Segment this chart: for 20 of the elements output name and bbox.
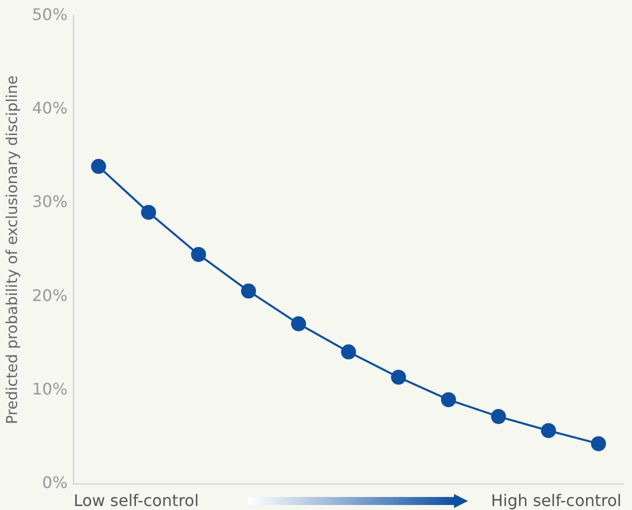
y-tick-label: 40% bbox=[32, 98, 68, 118]
point bbox=[141, 204, 156, 220]
y-tick-label: 50% bbox=[32, 4, 68, 24]
text: Low self-control bbox=[74, 491, 199, 510]
point bbox=[541, 423, 556, 438]
point bbox=[341, 344, 356, 360]
y-tick-label: 10% bbox=[32, 379, 68, 398]
point bbox=[241, 284, 256, 299]
point bbox=[191, 246, 206, 262]
y-axis-title: Predicted probability of exclusionary discipline bbox=[2, 75, 21, 424]
point bbox=[591, 436, 606, 452]
point bbox=[91, 158, 106, 174]
point bbox=[491, 409, 506, 424]
point bbox=[441, 392, 456, 408]
point bbox=[291, 316, 306, 332]
y-tick-label: 0% bbox=[42, 473, 68, 492]
point bbox=[391, 370, 406, 385]
text: High self-control bbox=[491, 491, 622, 510]
y-tick-label: 30% bbox=[32, 192, 68, 212]
y-tick-label: 20% bbox=[32, 286, 68, 305]
